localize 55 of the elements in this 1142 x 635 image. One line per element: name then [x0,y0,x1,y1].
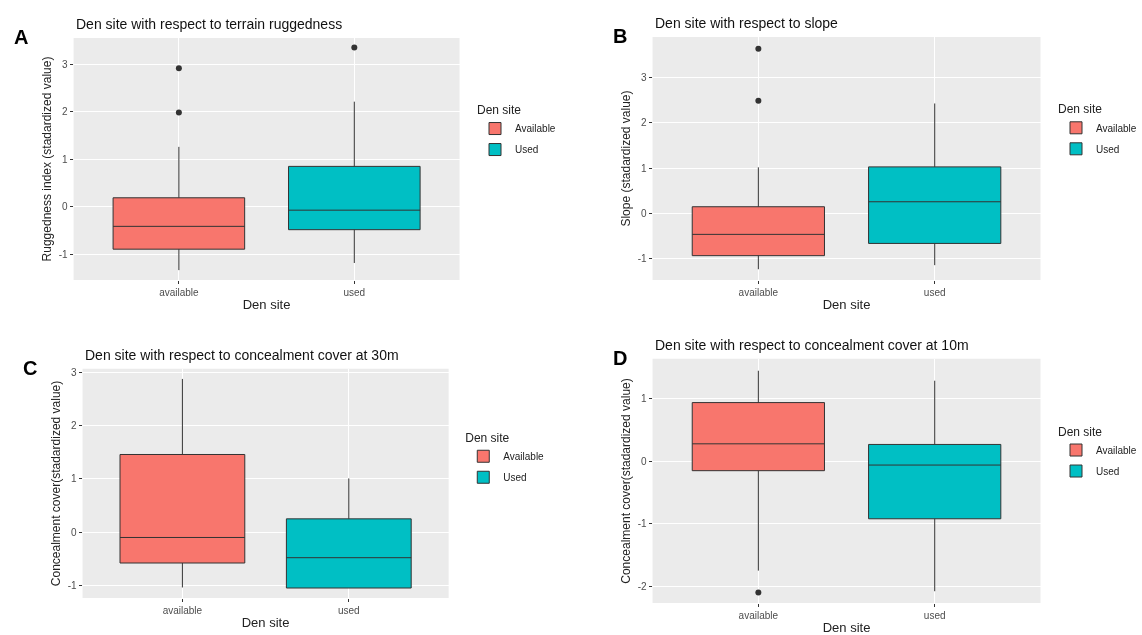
y-tick-label: -1 [58,248,69,260]
y-tick-label: 1 [640,162,647,174]
y-tick-label: 3 [640,72,647,84]
y-tick-label: 2 [71,420,77,432]
x-tick-label: used [337,605,360,617]
legend-label: Available [503,451,545,463]
y-tick-label: 1 [71,473,77,485]
legend-label: Used [515,144,539,156]
x-tick-label: available [738,287,779,299]
x-tick-label: available [162,605,203,617]
x-tick-label: used [923,287,946,299]
y-tick-label: -1 [637,518,647,530]
x-tick-label: used [923,610,946,622]
legend-label: Used [1096,465,1120,477]
x-axis-title: Den site [241,614,290,630]
text: C [23,357,38,379]
y-tick-label: 3 [71,367,77,379]
legend-label: Used [503,472,527,484]
y-tick-label: 3 [62,58,69,70]
y-tick-label: 1 [62,153,69,165]
y-tick-label: 0 [62,201,69,213]
legend-label: Used [1096,143,1120,155]
legend-title: Den site [465,430,510,445]
legend-label: Available [515,123,556,135]
x-axis-title: Den site [822,296,871,312]
x-axis-title: Den site [822,619,871,635]
y-tick-label: 0 [640,455,647,467]
legend-label: Available [1096,122,1137,134]
text: B [613,25,628,47]
text: A [14,26,29,48]
y-tick-label: -1 [637,253,647,265]
x-axis-title: Den site [242,296,291,312]
chart-title: Den site with respect to concealment cover at 10m [655,337,969,353]
y-tick-label: -2 [637,580,647,592]
text: D [613,347,628,369]
x-tick-label: available [738,610,779,622]
y-axis-title: Concealment cover(stadardized value) [618,378,633,584]
x-tick-label: used [343,287,366,299]
y-tick-label: 1 [640,393,647,405]
legend-title: Den site [477,103,522,118]
legend-title: Den site [1058,102,1103,117]
y-axis-title: Ruggedness index (stadardized value) [40,56,55,262]
chart-title: Den site with respect to slope [655,15,839,31]
legend-label: Available [1096,444,1137,456]
y-axis-title: Concealment cover(stadardized value) [48,380,63,587]
y-tick-label: 2 [62,106,69,118]
y-axis-title: Slope (stadardized value) [618,90,633,227]
x-tick-label: available [159,287,200,299]
legend-title: Den site [1058,424,1103,439]
y-tick-label: 2 [640,117,647,129]
y-tick-label: 0 [640,208,647,220]
chart-title: Den site with respect to terrain ruggedness [76,16,343,32]
y-tick-label: -1 [67,579,77,591]
chart-title: Den site with respect to concealment cover at 30m [85,347,399,363]
y-tick-label: 0 [71,526,77,538]
